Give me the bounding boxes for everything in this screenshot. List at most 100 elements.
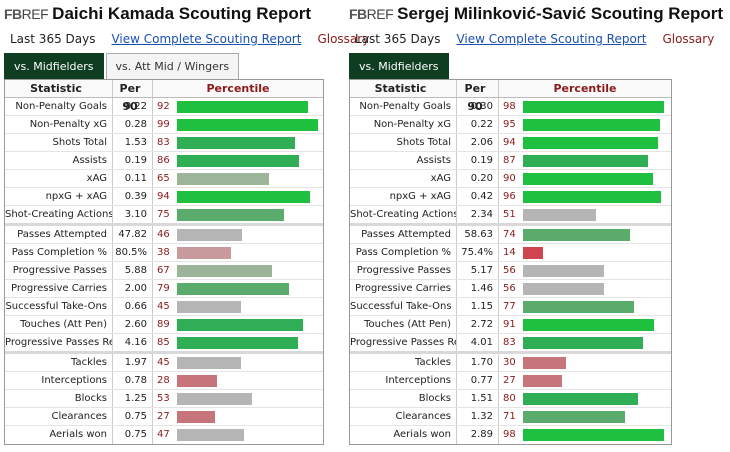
percentile-bar: [523, 173, 653, 185]
scouting-report-kamada: FBREF Daichi Kamada Scouting Report Last 3…: [4, 4, 370, 445]
stat-name[interactable]: Progressive Carries: [350, 280, 457, 297]
percentile-bar: [523, 265, 604, 277]
percentile-bar-cell: [521, 426, 671, 444]
tab-vs-att-mid-wingers[interactable]: vs. Att Mid / Wingers: [105, 53, 240, 79]
view-complete-report-link[interactable]: View Complete Scouting Report: [111, 32, 302, 46]
stat-name[interactable]: Progressive Passes Rec: [5, 334, 113, 351]
percentile-bar: [177, 319, 303, 331]
per90-value: 3.10: [113, 206, 153, 223]
stat-name[interactable]: Interceptions: [5, 372, 113, 389]
percentile-bar-cell: [521, 134, 671, 151]
stat-name[interactable]: Non-Penalty Goals: [5, 98, 113, 115]
glossary-link[interactable]: Glossary: [317, 32, 370, 46]
stat-name[interactable]: Shot-Creating Actions: [350, 206, 457, 223]
stat-name[interactable]: Progressive Carries: [5, 280, 113, 297]
stat-name[interactable]: Shots Total: [350, 134, 457, 151]
percentile-value: 27: [503, 375, 516, 386]
fbref-logo-mark: FB: [4, 6, 22, 22]
fbref-logo-text: REF: [366, 6, 394, 22]
fbref-logo[interactable]: FBREF: [349, 6, 394, 22]
stat-name[interactable]: npxG + xAG: [350, 188, 457, 205]
percentile-value: 56: [503, 283, 516, 294]
stat-name[interactable]: Aerials won: [350, 426, 457, 444]
percentile-bar: [177, 411, 215, 423]
per90-value: 2.06: [457, 134, 499, 151]
stat-name[interactable]: Touches (Att Pen): [350, 316, 457, 333]
stat-name[interactable]: Pass Completion %: [350, 244, 457, 261]
percentile-value: 28: [157, 375, 170, 386]
per90-value: 1.51: [457, 390, 499, 407]
percentile-bar-cell: [175, 244, 323, 261]
per90-value: 0.75: [113, 408, 153, 425]
stat-name[interactable]: Touches (Att Pen): [5, 316, 113, 333]
stat-name[interactable]: Successful Take-Ons: [350, 298, 457, 315]
fbref-logo[interactable]: FBREF: [4, 6, 49, 22]
tab-vs-midfielders[interactable]: vs. Midfielders: [4, 53, 104, 79]
percentile-bar: [177, 137, 295, 149]
stat-name[interactable]: Successful Take-Ons: [5, 298, 113, 315]
percentile-value: 83: [157, 137, 170, 148]
percentile-value: 89: [157, 319, 170, 330]
percentile-value: 46: [157, 229, 170, 240]
scouting-report-milinkovic-savic: FBREF Sergej Milinković-Savić Scouting Re…: [345, 0, 730, 452]
stat-name[interactable]: Assists: [5, 152, 113, 169]
per90-value: 58.63: [457, 226, 499, 243]
percentile-bar-cell: [175, 372, 323, 389]
stat-name[interactable]: Tackles: [5, 354, 113, 371]
per90-value: 1.53: [113, 134, 153, 151]
stat-name[interactable]: Non-Penalty xG: [5, 116, 113, 133]
stat-name[interactable]: Tackles: [350, 354, 457, 371]
column-header-statistic: Statistic: [5, 80, 113, 97]
table-row: Progressive Passes 5.17 56: [350, 262, 671, 280]
percentile-bar-cell: [521, 226, 671, 243]
stat-name[interactable]: Passes Attempted: [5, 226, 113, 243]
percentile-value: 92: [157, 101, 170, 112]
stat-name[interactable]: Shots Total: [5, 134, 113, 151]
fbref-logo-mark: FB: [349, 6, 367, 22]
per90-value: 5.17: [457, 262, 499, 279]
percentile-bar-cell: [175, 134, 323, 151]
percentile-value: 95: [503, 119, 516, 130]
stat-name[interactable]: Progressive Passes: [350, 262, 457, 279]
table-row: Assists 0.19 86: [5, 152, 323, 170]
stat-name[interactable]: Clearances: [5, 408, 113, 425]
stat-name[interactable]: Shot-Creating Actions: [5, 206, 113, 223]
period-label: Last 365 Days: [10, 32, 96, 46]
percentile-value: 67: [157, 265, 170, 276]
percentile-bar: [177, 301, 241, 313]
table-row: Clearances 1.32 71: [350, 408, 671, 426]
percentile-value: 51: [503, 209, 516, 220]
stat-name[interactable]: Progressive Passes Rec: [350, 334, 457, 351]
stat-name[interactable]: Non-Penalty xG: [350, 116, 457, 133]
stat-name[interactable]: Aerials won: [5, 426, 113, 444]
view-complete-report-link[interactable]: View Complete Scouting Report: [456, 32, 647, 46]
stat-name[interactable]: Blocks: [350, 390, 457, 407]
stat-name[interactable]: xAG: [5, 170, 113, 187]
percentile-value: 79: [157, 283, 170, 294]
percentile-value: 91: [503, 319, 516, 330]
per90-value: 1.25: [113, 390, 153, 407]
stat-name[interactable]: Interceptions: [350, 372, 457, 389]
stat-name[interactable]: Assists: [350, 152, 457, 169]
percentile-bar-cell: [521, 408, 671, 425]
stat-name[interactable]: Clearances: [350, 408, 457, 425]
stat-name[interactable]: Non-Penalty Goals: [350, 98, 457, 115]
stat-name[interactable]: Progressive Passes: [5, 262, 113, 279]
percentile-bar-cell: [175, 262, 323, 279]
table-row: Interceptions 0.77 27: [350, 372, 671, 390]
tab-vs-midfielders[interactable]: vs. Midfielders: [349, 53, 449, 79]
stat-name[interactable]: npxG + xAG: [5, 188, 113, 205]
table-row: Passes Attempted 47.82 46: [5, 226, 323, 244]
stat-name[interactable]: Blocks: [5, 390, 113, 407]
percentile-bar-cell: [175, 354, 323, 371]
percentile-bar: [523, 191, 661, 203]
stat-name[interactable]: Passes Attempted: [350, 226, 457, 243]
comparison-tabs: vs. Midfielders vs. Att Mid / Wingers: [4, 53, 241, 79]
per90-value: 0.20: [457, 170, 499, 187]
table-row: Touches (Att Pen) 2.72 91: [350, 316, 671, 334]
glossary-link[interactable]: Glossary: [662, 32, 715, 46]
table-row: Shot-Creating Actions 2.34 51: [350, 206, 671, 226]
percentile-bar-cell: [521, 206, 671, 223]
stat-name[interactable]: Pass Completion %: [5, 244, 113, 261]
stat-name[interactable]: xAG: [350, 170, 457, 187]
